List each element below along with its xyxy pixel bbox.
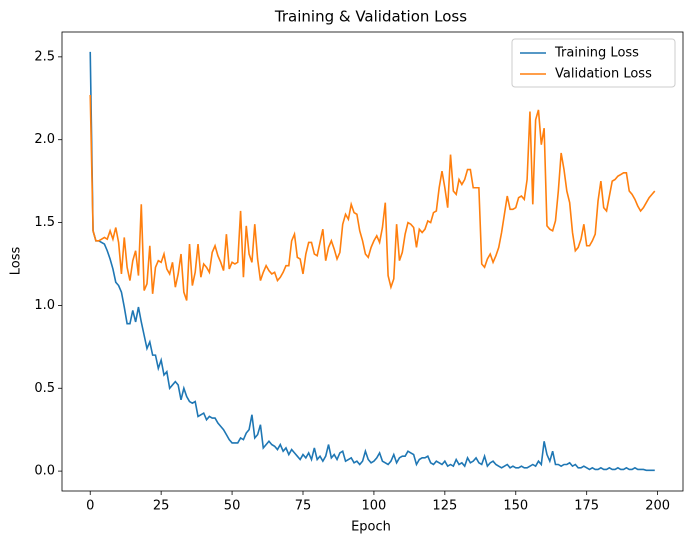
legend-box (511, 38, 676, 88)
y-tick-label: 0.0 (34, 464, 55, 479)
x-tick-label: 100 (362, 499, 387, 514)
y-tick-label: 2.5 (34, 49, 55, 64)
x-tick-label: 125 (432, 499, 457, 514)
axes-frame (61, 31, 684, 492)
x-axis-label: Epoch (351, 520, 391, 535)
chart-title: Training & Validation Loss (274, 8, 467, 26)
line-series (89, 51, 655, 472)
x-tick-label: 0 (86, 499, 94, 514)
legend-label: Validation Loss (555, 67, 652, 82)
legend-label: Training Loss (554, 46, 639, 61)
y-tick-label: 2.0 (34, 132, 55, 147)
y-axis-label: Loss (9, 247, 24, 276)
x-tick-label: 175 (574, 499, 599, 514)
x-tick-label: 75 (295, 499, 312, 514)
y-tick-label: 1.5 (34, 215, 55, 230)
x-tick-label: 50 (224, 499, 241, 514)
line-series (89, 94, 656, 301)
x-tick-label: 150 (503, 499, 528, 514)
x-tick-label: 25 (153, 499, 170, 514)
y-tick-label: 0.5 (34, 381, 55, 396)
y-tick-label: 1.0 (34, 298, 55, 313)
x-tick-label: 200 (645, 499, 670, 514)
